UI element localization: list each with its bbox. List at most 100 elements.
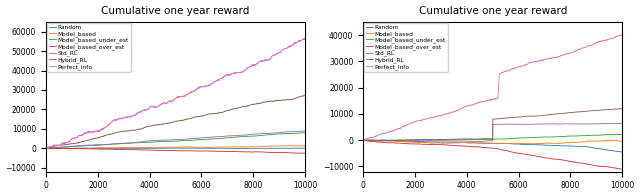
Model_based_over_est [359, 139, 367, 141]
Hybrid_RL [618, 108, 626, 110]
Title: Cumulative one year reward: Cumulative one year reward [101, 5, 250, 15]
Random [410, 140, 418, 143]
Model_based_under_est [58, 146, 65, 148]
Perfect_Info [618, 34, 626, 36]
Model_based_over_est [486, 147, 493, 149]
Perfect_Info [359, 139, 367, 141]
Model_based_under_est [410, 139, 418, 141]
Line: Model_based_under_est: Model_based_under_est [363, 134, 622, 140]
Hybrid_RL [42, 147, 50, 150]
Model_based_over_est [410, 143, 418, 145]
Random [175, 147, 183, 149]
Model_based [360, 139, 368, 142]
Std_RL [58, 146, 65, 148]
Random [370, 139, 378, 142]
Random [287, 147, 295, 149]
Line: Std_RL: Std_RL [363, 123, 622, 142]
Hybrid_RL [58, 144, 65, 146]
Perfect_Info [301, 37, 309, 40]
Model_based_over_est [42, 147, 50, 150]
Model_based_over_est [359, 139, 367, 141]
Model_based [93, 147, 100, 149]
Line: Random: Random [363, 140, 622, 152]
Random [42, 147, 50, 150]
Model_based [44, 147, 51, 150]
Line: Hybrid_RL: Hybrid_RL [46, 95, 305, 148]
Line: Perfect_Info: Perfect_Info [46, 39, 305, 149]
Legend: Random, Model_based, Model_based_under_est, Model_based_over_est, Std_RL, Hybrid: Random, Model_based, Model_based_under_e… [47, 23, 131, 72]
Model_based [169, 146, 177, 148]
Model_based_over_est [370, 140, 378, 143]
Random [93, 147, 100, 149]
Model_based_over_est [618, 168, 626, 170]
Model_based [605, 139, 612, 142]
Model_based_over_est [360, 139, 368, 142]
Model_based_over_est [93, 148, 100, 150]
Random [375, 139, 383, 142]
Model_based_under_est [301, 132, 309, 134]
Std_RL [618, 122, 626, 125]
Random [360, 139, 368, 141]
Model_based_over_est [618, 168, 626, 170]
Hybrid_RL [169, 121, 177, 123]
Random [44, 147, 51, 150]
Model_based_under_est [370, 139, 378, 141]
Std_RL [53, 146, 61, 149]
Random [53, 147, 61, 150]
Random [58, 147, 65, 150]
Model_based [618, 140, 626, 143]
Std_RL [169, 139, 177, 141]
Model_based_under_est [375, 139, 383, 142]
Perfect_Info [44, 147, 51, 150]
Legend: Random, Model_based, Model_based_under_est, Model_based_over_est, Std_RL, Hybrid: Random, Model_based, Model_based_under_e… [364, 23, 448, 72]
Model_based_over_est [301, 152, 309, 154]
Std_RL [476, 140, 483, 143]
Perfect_Info [605, 38, 612, 41]
Hybrid_RL [301, 94, 309, 97]
Model_based_over_est [52, 147, 60, 150]
Model_based_over_est [605, 166, 612, 168]
Model_based [410, 141, 418, 143]
Model_based [370, 140, 378, 142]
Model_based_over_est [58, 147, 65, 149]
Model_based_under_est [486, 138, 493, 141]
Random [605, 149, 612, 151]
Perfect_Info [53, 144, 61, 146]
Std_RL [486, 140, 493, 142]
Model_based_under_est [605, 133, 612, 136]
Std_RL [605, 122, 612, 125]
Model_based [84, 147, 92, 150]
Hybrid_RL [359, 139, 367, 141]
Model_based [52, 147, 60, 149]
Model_based_under_est [618, 133, 626, 136]
Model_based [513, 143, 520, 145]
Model_based [486, 142, 493, 144]
Std_RL [375, 139, 383, 142]
Model_based_under_est [359, 139, 367, 141]
Perfect_Info [618, 34, 625, 36]
Hybrid_RL [44, 147, 51, 149]
Hybrid_RL [93, 137, 100, 139]
Perfect_Info [360, 139, 368, 141]
Model_based [58, 147, 65, 150]
Random [486, 142, 493, 144]
Std_RL [359, 139, 367, 141]
Line: Model_based_over_est: Model_based_over_est [46, 148, 305, 153]
Line: Std_RL: Std_RL [46, 131, 305, 148]
Model_based_under_est [42, 147, 50, 150]
Hybrid_RL [410, 139, 418, 141]
Line: Hybrid_RL: Hybrid_RL [363, 109, 622, 141]
Random [43, 147, 51, 150]
Std_RL [360, 139, 368, 141]
Std_RL [42, 147, 50, 150]
Model_based_over_est [169, 149, 177, 152]
Perfect_Info [287, 45, 295, 47]
Model_based_under_est [300, 132, 307, 134]
Model_based_over_est [44, 147, 51, 150]
Std_RL [93, 144, 100, 146]
Std_RL [44, 147, 51, 149]
Hybrid_RL [287, 98, 295, 101]
Std_RL [370, 139, 378, 142]
Hybrid_RL [486, 138, 493, 140]
Random [618, 151, 626, 153]
